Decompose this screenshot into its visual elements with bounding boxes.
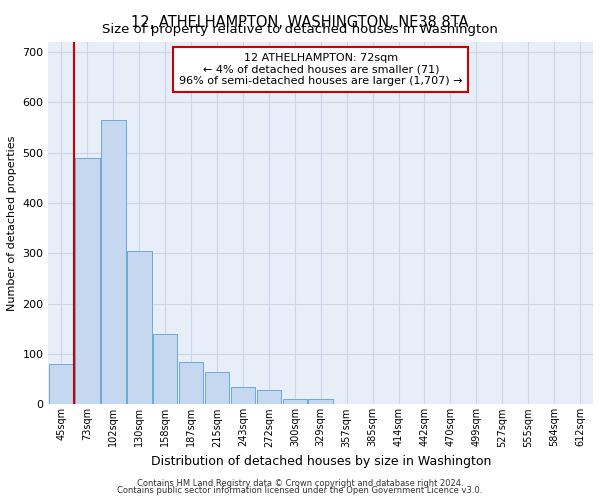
Text: Contains public sector information licensed under the Open Government Licence v3: Contains public sector information licen… xyxy=(118,486,482,495)
Text: 12 ATHELHAMPTON: 72sqm
← 4% of detached houses are smaller (71)
96% of semi-deta: 12 ATHELHAMPTON: 72sqm ← 4% of detached … xyxy=(179,53,463,86)
Bar xyxy=(230,387,255,404)
Bar xyxy=(179,362,203,405)
Bar xyxy=(308,400,333,404)
X-axis label: Distribution of detached houses by size in Washington: Distribution of detached houses by size … xyxy=(151,455,491,468)
Bar xyxy=(75,158,100,404)
Text: Contains HM Land Registry data © Crown copyright and database right 2024.: Contains HM Land Registry data © Crown c… xyxy=(137,478,463,488)
Bar xyxy=(153,334,178,404)
Y-axis label: Number of detached properties: Number of detached properties xyxy=(7,136,17,311)
Bar xyxy=(127,251,152,404)
Text: Size of property relative to detached houses in Washington: Size of property relative to detached ho… xyxy=(102,22,498,36)
Bar xyxy=(205,372,229,404)
Bar xyxy=(49,364,74,405)
Bar xyxy=(283,400,307,404)
Bar xyxy=(257,390,281,404)
Text: 12, ATHELHAMPTON, WASHINGTON, NE38 8TA: 12, ATHELHAMPTON, WASHINGTON, NE38 8TA xyxy=(131,15,469,30)
Bar xyxy=(101,120,125,405)
